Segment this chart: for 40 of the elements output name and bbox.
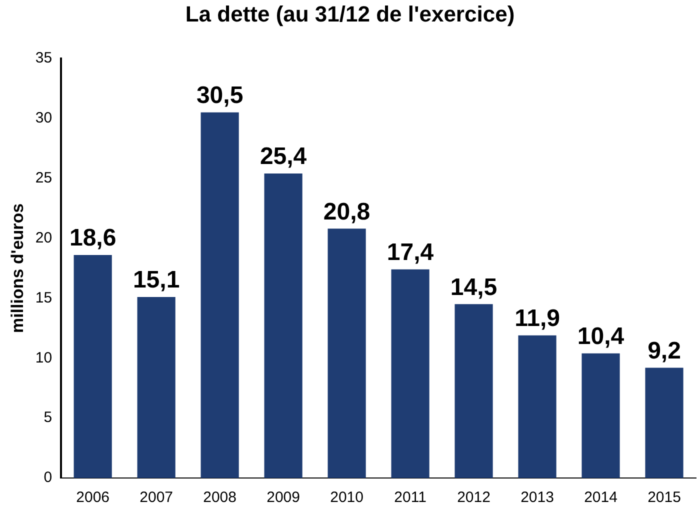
x-tick-label: 2008 xyxy=(203,489,236,506)
data-label: 11,9 xyxy=(514,304,560,332)
bar xyxy=(645,368,684,478)
bar xyxy=(328,228,366,478)
x-tick-label: 2014 xyxy=(584,489,618,506)
x-tick-label: 2015 xyxy=(648,489,681,506)
y-axis-title: millions d'euros xyxy=(8,203,27,334)
data-label: 25,4 xyxy=(260,143,308,170)
data-label: 18,6 xyxy=(69,224,116,252)
data-label: 14,5 xyxy=(450,274,498,301)
x-tick-label: 2011 xyxy=(394,489,426,506)
chart-title: La dette (au 31/12 de l'exercice) xyxy=(185,1,515,26)
data-label: 15,1 xyxy=(132,266,180,294)
x-tick-label: 2009 xyxy=(266,489,300,506)
bar xyxy=(454,304,493,478)
x-tick-label: 2013 xyxy=(520,489,554,506)
bar xyxy=(391,269,430,478)
bar xyxy=(137,296,176,478)
y-tick-label: 35 xyxy=(35,50,52,67)
x-tick-label: 2007 xyxy=(140,489,174,506)
bar xyxy=(74,255,112,478)
bar xyxy=(200,112,239,478)
y-tick-label: 10 xyxy=(35,349,52,366)
x-tick-label: 2012 xyxy=(457,489,490,506)
y-tick-label: 15 xyxy=(35,289,52,306)
bar xyxy=(582,353,620,478)
data-label: 20,8 xyxy=(323,198,370,226)
x-tick-label: 2010 xyxy=(330,489,364,506)
data-label: 9,2 xyxy=(648,337,681,364)
y-tick-label: 25 xyxy=(35,169,52,186)
y-tick-label: 0 xyxy=(44,469,52,486)
y-tick-label: 5 xyxy=(44,409,52,426)
y-tick-label: 30 xyxy=(35,109,52,126)
data-label: 17,4 xyxy=(386,239,434,266)
bar xyxy=(518,335,556,478)
y-tick-label: 20 xyxy=(35,229,52,246)
x-tick-label: 2006 xyxy=(76,489,110,506)
data-label: 30,5 xyxy=(196,82,244,109)
bar xyxy=(264,173,302,478)
data-label: 10,4 xyxy=(577,322,625,350)
